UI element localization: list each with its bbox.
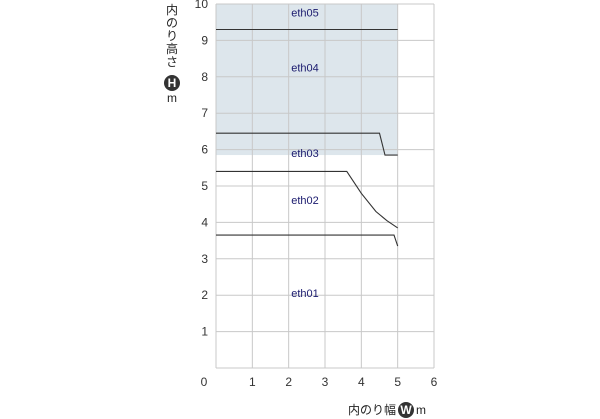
region-label: eth05: [291, 8, 319, 20]
x-tick-label: 2: [285, 375, 292, 389]
series-line-1: [216, 234, 399, 247]
y-tick-label: 10: [195, 0, 209, 11]
x-tick-label: 4: [358, 375, 365, 389]
shaded-region: [216, 4, 398, 156]
y-axis-label: 内 の り 高 さ H m: [164, 3, 180, 105]
y-tick-label: 5: [201, 179, 208, 193]
y-axis-label-char: さ: [166, 55, 178, 69]
series-line-3: [216, 132, 398, 156]
y-axis-label-char: の: [166, 16, 178, 30]
x-tick-label: 5: [394, 375, 401, 389]
x-axis-badge-letter: W: [400, 403, 412, 417]
tick-label-layer: 0 1 2 3 4 5 6 1 2 3 4 5 6 7 8 9 10: [195, 0, 438, 389]
y-tick-label: 6: [201, 143, 208, 157]
region-label: eth03: [291, 148, 319, 160]
y-axis-label-char: り: [166, 29, 178, 43]
x-axis-label-text: 内のり幅: [348, 402, 396, 417]
x-tick-label: 6: [431, 375, 438, 389]
series-line-2: [216, 170, 399, 229]
y-tick-label: 1: [201, 325, 208, 339]
shaded-region-layer: [216, 4, 398, 156]
x-tick-label: 3: [322, 375, 329, 389]
y-tick-label: 8: [201, 70, 208, 84]
region-label: eth01: [291, 288, 319, 300]
y-axis-unit: m: [167, 91, 177, 105]
y-axis-label-char: 高: [166, 41, 178, 56]
x-axis-badge: [398, 402, 414, 418]
y-tick-label: 7: [201, 106, 208, 120]
y-tick-label: 2: [201, 288, 208, 302]
region-label: eth02: [291, 195, 319, 207]
region-label: eth04: [291, 62, 319, 74]
y-tick-label: 3: [201, 252, 208, 266]
x-axis-unit: m: [416, 403, 426, 417]
x-axis-label: 内のり幅 W m: [348, 402, 426, 418]
y-axis-badge-letter: H: [168, 76, 177, 90]
x-tick-label: 0: [201, 375, 208, 389]
y-tick-label: 9: [201, 33, 208, 47]
y-axis-label-char: 内: [166, 3, 178, 17]
region-label-layer: eth01 eth02 eth03 eth04 eth05: [291, 8, 319, 300]
series-layer: [216, 28, 399, 247]
grid-layer: [215, 3, 435, 369]
x-tick-label: 1: [249, 375, 256, 389]
y-tick-label: 4: [201, 215, 208, 229]
y-axis-badge: [164, 75, 180, 91]
